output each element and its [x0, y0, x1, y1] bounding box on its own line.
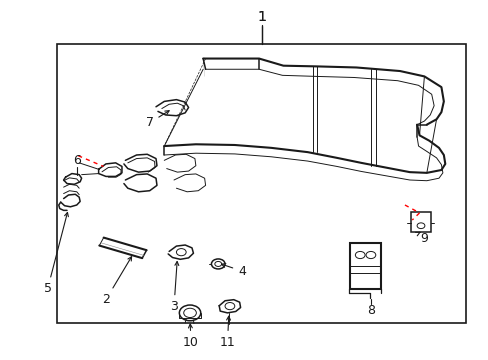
Text: 8: 8 — [366, 304, 374, 317]
Text: 11: 11 — [219, 316, 235, 349]
Text: 6: 6 — [73, 154, 81, 167]
Bar — [410, 212, 430, 232]
Text: 5: 5 — [43, 212, 68, 296]
Text: 3: 3 — [170, 261, 179, 313]
Text: 1: 1 — [257, 10, 265, 24]
Text: 4: 4 — [221, 264, 245, 278]
Text: 10: 10 — [183, 324, 199, 349]
Text: 9: 9 — [420, 233, 427, 246]
Text: 1: 1 — [257, 10, 265, 24]
Text: 2: 2 — [102, 257, 131, 306]
Bar — [350, 243, 380, 289]
Text: 7: 7 — [145, 111, 169, 129]
Bar — [57, 44, 465, 323]
